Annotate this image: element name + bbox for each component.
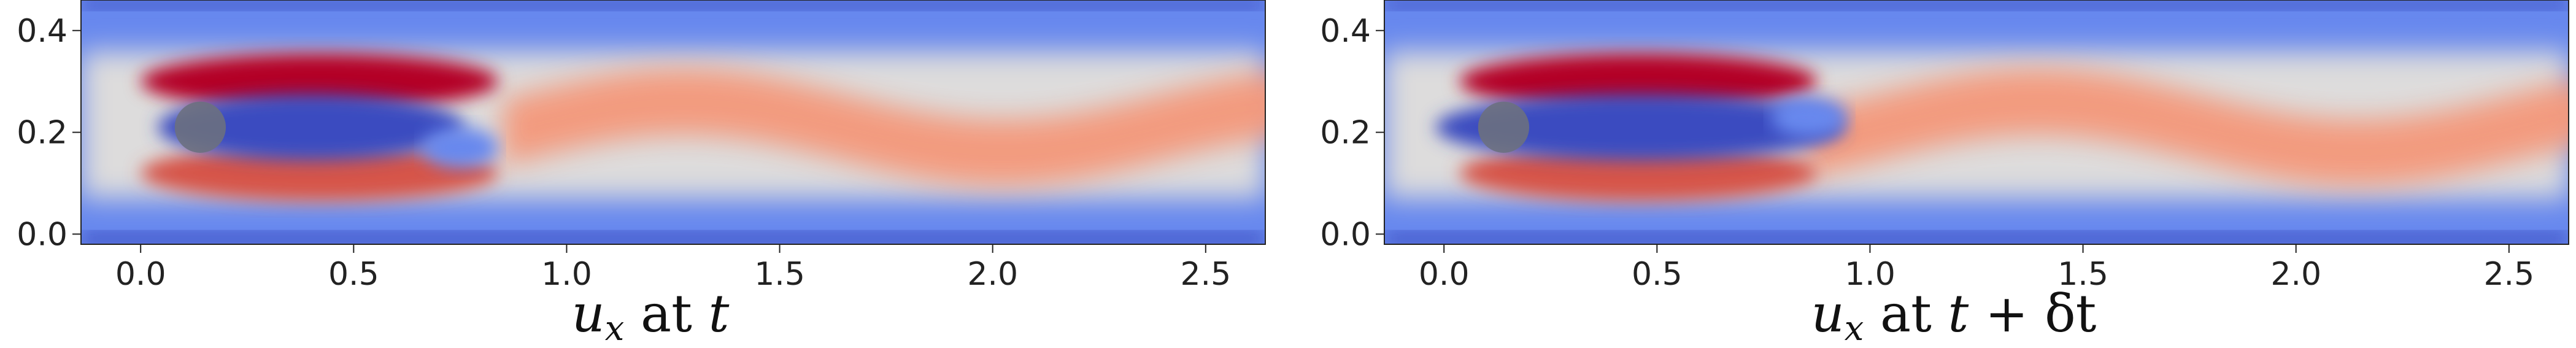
panel-left: 0.0 0.5 1.0 1.5 2.0 2.5 0.0 0.2 0.4 ux at t <box>17 0 1266 348</box>
x-tick-label: 0.5 <box>1632 256 1683 293</box>
plot-frame <box>1384 0 2569 245</box>
y-tick-label: 0.2 <box>1320 115 1371 152</box>
x-tick-label: 2.0 <box>967 256 1018 293</box>
panel-right: 0.0 0.5 1.0 1.5 2.0 2.5 0.0 0.2 0.4 ux at t + δ… <box>1320 0 2569 348</box>
x-tick-label: 1.5 <box>2057 256 2108 293</box>
x-tick-label: 2.0 <box>2270 256 2321 293</box>
panel-caption: ux at t <box>572 284 730 348</box>
recirculation-zone <box>157 94 465 161</box>
x-tick-label: 1.0 <box>541 256 592 293</box>
y-axis: 0.0 0.2 0.4 <box>1320 13 1384 253</box>
y-axis: 0.0 0.2 0.4 <box>17 13 81 253</box>
panel-caption: ux at t + δt <box>1811 284 2097 348</box>
y-tick-label: 0.4 <box>1320 13 1371 50</box>
bottom-wall-layer <box>1384 233 2569 244</box>
lower-shear-layer <box>141 145 499 201</box>
x-tick-label: 1.0 <box>1845 256 1895 293</box>
top-wall-layer <box>81 0 1265 9</box>
y-tick-label: 0.4 <box>17 13 67 50</box>
x-tick-label: 1.5 <box>754 256 805 293</box>
x-tick-label: 2.5 <box>1180 256 1231 293</box>
top-wall-layer <box>1384 0 2569 9</box>
x-tick-label: 0.0 <box>1419 256 1470 293</box>
upper-shear-layer <box>141 53 499 110</box>
upper-shear-layer <box>1459 53 1818 110</box>
shed-vortex <box>422 127 499 168</box>
shed-vortex <box>1771 96 1848 137</box>
x-tick-label: 2.5 <box>2483 256 2534 293</box>
recirculation-zone <box>1435 94 1845 161</box>
heatmap-field <box>81 0 1265 244</box>
x-axis: 0.0 0.5 1.0 1.5 2.0 2.5 <box>115 244 1231 293</box>
heatmap-field <box>1384 0 2569 244</box>
x-tick-label: 0.5 <box>328 256 379 293</box>
x-tick-label: 0.0 <box>115 256 166 293</box>
bottom-wall-layer <box>81 233 1265 244</box>
x-axis: 0.0 0.5 1.0 1.5 2.0 2.5 <box>1419 244 2534 293</box>
plot-frame <box>80 0 1266 245</box>
cylinder-obstacle <box>174 101 226 153</box>
y-tick-label: 0.0 <box>1320 216 1371 253</box>
lower-shear-layer <box>1459 145 1818 201</box>
wake-band <box>503 68 1265 186</box>
y-tick-label: 0.2 <box>17 115 67 152</box>
y-tick-label: 0.0 <box>17 216 67 253</box>
wake-band <box>1806 68 2569 186</box>
cylinder-obstacle <box>1478 101 1530 153</box>
